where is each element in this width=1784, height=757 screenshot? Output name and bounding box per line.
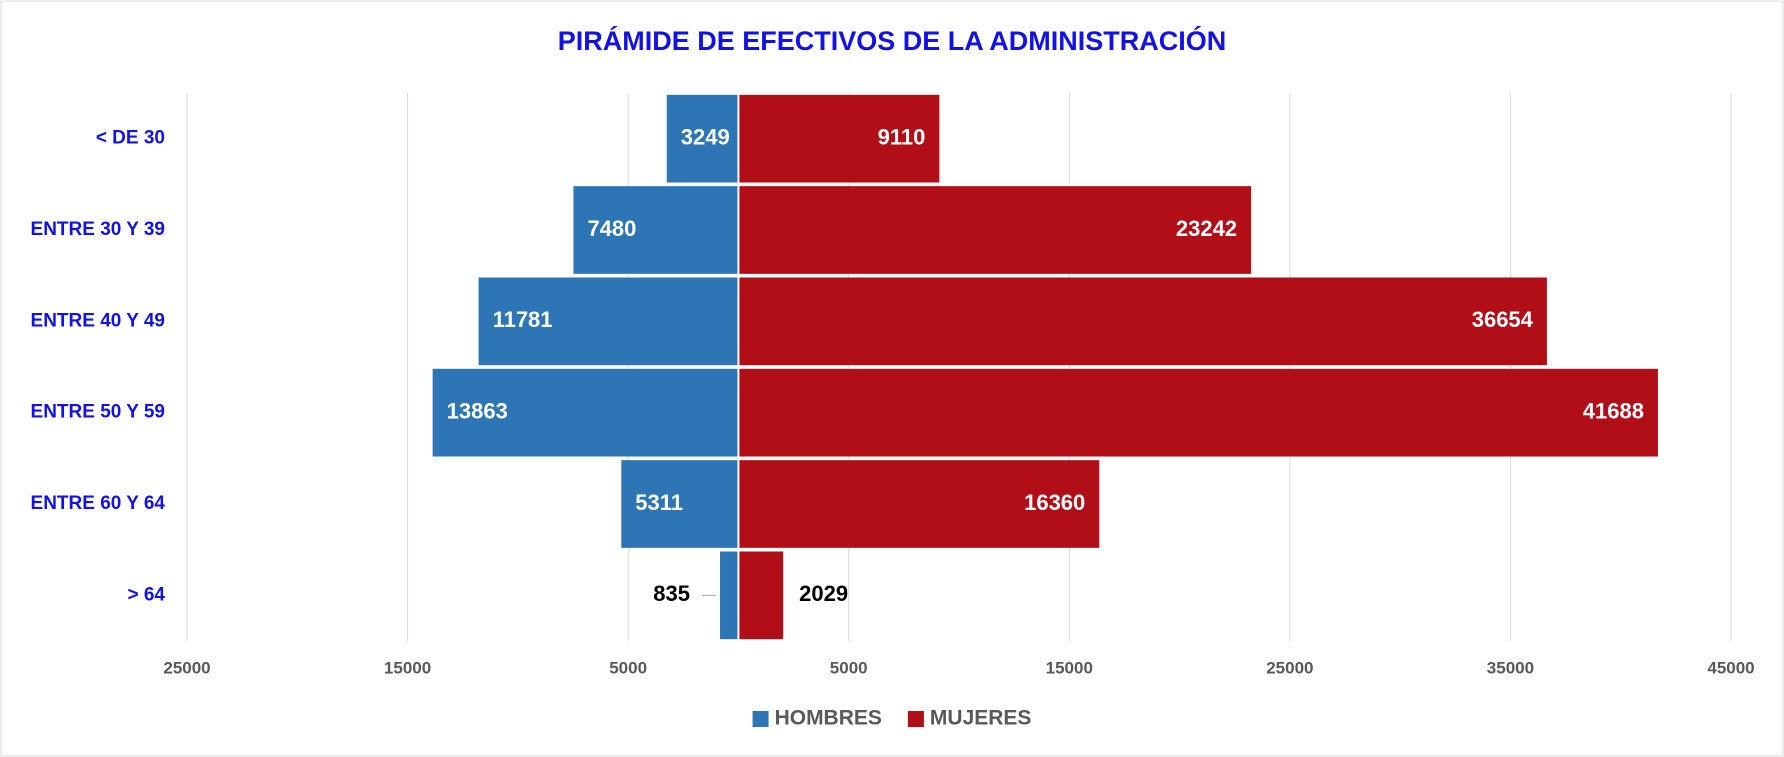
category-label: > 64 <box>127 584 165 605</box>
bar <box>478 277 738 366</box>
data-label: 3249 <box>681 124 730 149</box>
category-label: ENTRE 50 Y 59 <box>31 402 165 423</box>
category-label: ENTRE 30 Y 39 <box>31 219 165 240</box>
data-label: 2029 <box>799 581 848 606</box>
legend-label: MUJERES <box>930 707 1032 730</box>
data-label: 41688 <box>1583 398 1644 423</box>
x-tick-label: 45000 <box>1707 658 1754 677</box>
x-tick-label: 5000 <box>830 658 868 677</box>
data-label: 16360 <box>1024 490 1085 515</box>
bar <box>739 368 1658 457</box>
bar <box>432 368 738 457</box>
x-tick-label: 35000 <box>1487 658 1534 677</box>
bar <box>739 460 1100 548</box>
chart-title: PIRÁMIDE DE EFECTIVOS DE LA ADMINISTRACI… <box>558 25 1227 56</box>
x-tick-label: 5000 <box>609 658 647 677</box>
bar <box>739 186 1252 274</box>
legend-swatch <box>907 711 924 727</box>
x-tick-label: 25000 <box>163 658 210 677</box>
bar <box>739 551 784 640</box>
bar <box>621 460 738 548</box>
bar <box>666 94 738 183</box>
data-label: 36654 <box>1472 307 1534 332</box>
category-label: ENTRE 60 Y 64 <box>31 493 166 514</box>
bar <box>573 186 738 274</box>
category-label: < DE 30 <box>96 128 165 149</box>
bar <box>720 551 738 640</box>
x-tick-label: 25000 <box>1266 658 1313 677</box>
x-tick-label: 15000 <box>384 658 431 677</box>
category-label: ENTRE 40 Y 49 <box>31 310 165 331</box>
bar <box>739 94 940 183</box>
legend-label: HOMBRES <box>775 707 882 730</box>
bar <box>739 277 1547 366</box>
data-label: 23242 <box>1176 216 1237 241</box>
data-label: 13863 <box>447 398 508 423</box>
data-label: 7480 <box>587 216 636 241</box>
legend-swatch <box>752 711 769 727</box>
data-label: 835 <box>653 581 690 606</box>
data-label: 5311 <box>635 490 683 515</box>
x-tick-label: 15000 <box>1046 658 1093 677</box>
data-label: 9110 <box>878 124 926 149</box>
data-label: 11781 <box>493 307 553 332</box>
